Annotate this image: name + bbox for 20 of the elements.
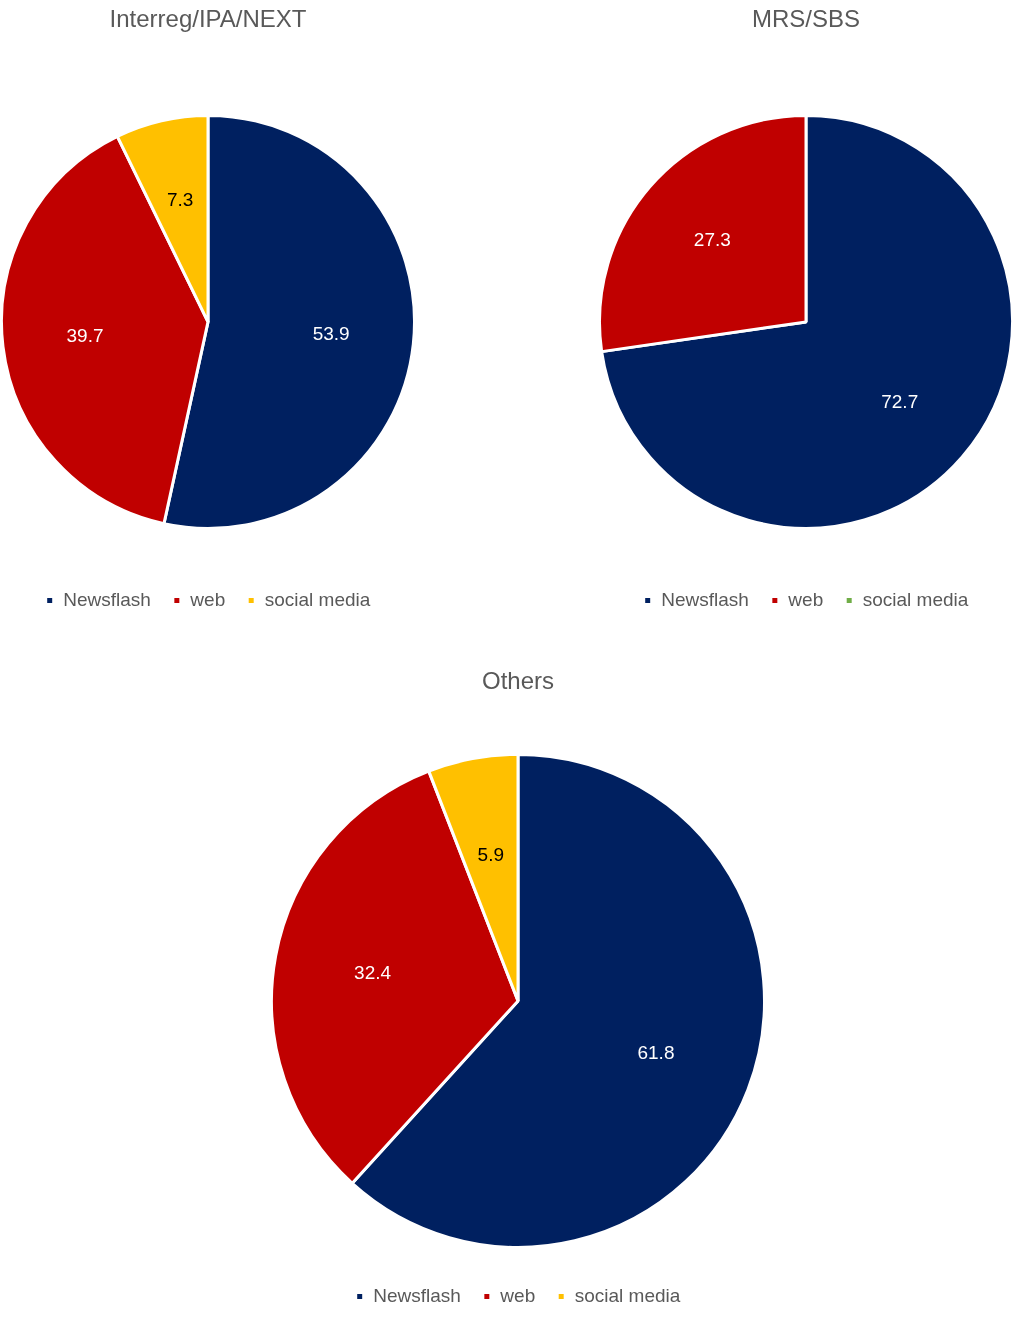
legend-label: social media	[264, 588, 371, 610]
legend-label: Newsflash	[373, 1284, 461, 1306]
legend-label: social media	[862, 588, 969, 610]
chart-title: Others	[481, 667, 555, 695]
data-label: 7.3	[166, 189, 194, 211]
legend-label: web	[787, 588, 824, 610]
data-label: 53.9	[312, 323, 350, 345]
data-label: 27.3	[693, 229, 731, 251]
data-label: 5.9	[477, 843, 504, 865]
legend-label: web	[189, 588, 226, 610]
legend-label: social media	[574, 1284, 681, 1306]
data-label: 39.7	[66, 324, 104, 346]
legend-label: Newsflash	[63, 588, 151, 610]
data-label: 61.8	[637, 1042, 675, 1064]
data-label: 32.4	[354, 962, 392, 984]
data-label: 72.7	[881, 391, 919, 413]
legend-label: web	[499, 1284, 536, 1306]
chart-title: Interreg/IPA/NEXT	[109, 5, 307, 33]
chart-title: MRS/SBS	[751, 5, 861, 33]
legend-label: Newsflash	[661, 588, 749, 610]
